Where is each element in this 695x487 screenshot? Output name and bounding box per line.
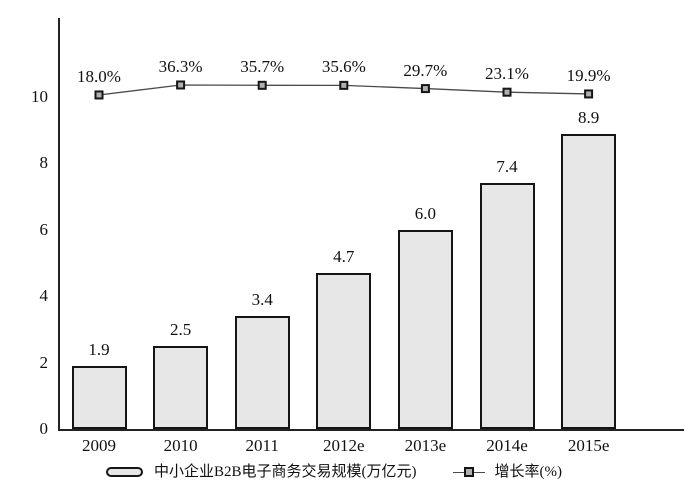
line-value-label: 35.7% bbox=[240, 57, 285, 77]
x-axis bbox=[58, 429, 684, 431]
line-value-label: 29.7% bbox=[403, 60, 448, 80]
growth-marker-icon bbox=[176, 80, 186, 90]
legend: 中小企业B2B电子商务交易规模(万亿元) 增长率(%) bbox=[106, 463, 562, 481]
growth-marker-icon bbox=[339, 80, 349, 90]
x-axis-tick-label: 2015e bbox=[567, 436, 610, 455]
legend-marker-icon bbox=[463, 467, 474, 477]
bar-series-legend-label: 中小企业B2B电子商务交易规模(万亿元) bbox=[154, 464, 417, 480]
line-value-label: 35.6% bbox=[321, 57, 366, 77]
x-axis-tick-label: 2014e bbox=[486, 436, 528, 455]
bar-value-label: 3.4 bbox=[251, 290, 273, 310]
y-axis-tick-label: 0 bbox=[39, 419, 49, 438]
y-axis-tick-label: 6 bbox=[39, 219, 49, 239]
bar-value-label: 1.9 bbox=[88, 339, 110, 359]
x-axis-tick-label: 2009 bbox=[82, 436, 116, 455]
growth-marker-icon bbox=[584, 89, 594, 99]
y-axis bbox=[58, 18, 60, 430]
bar-value-label: 7.4 bbox=[496, 157, 518, 177]
line-series-legend-label: 增长率(%) bbox=[494, 464, 563, 480]
line-series-swatch-icon bbox=[452, 467, 485, 478]
line-value-label: 36.3% bbox=[158, 56, 203, 76]
bar-value-label: 6.0 bbox=[414, 203, 437, 223]
line-value-label: 19.9% bbox=[566, 65, 611, 85]
bar bbox=[71, 365, 127, 429]
line-value-label: 18.0% bbox=[77, 66, 121, 86]
x-axis-tick-label: 2012e bbox=[323, 436, 365, 455]
growth-marker-icon bbox=[420, 84, 430, 94]
y-axis-tick-label: 10 bbox=[31, 87, 48, 106]
bar bbox=[316, 272, 372, 429]
growth-marker-icon bbox=[94, 90, 104, 100]
bar-value-label: 2.5 bbox=[169, 320, 192, 339]
bar bbox=[561, 133, 617, 429]
x-axis-tick-label: 2013e bbox=[404, 436, 447, 455]
y-axis-tick-label: 8 bbox=[39, 153, 49, 173]
line-value-label: 23.1% bbox=[485, 64, 529, 84]
bar bbox=[479, 183, 535, 429]
bar bbox=[397, 229, 453, 429]
bar-series-swatch-icon bbox=[106, 467, 143, 477]
x-axis-tick-label: 2011 bbox=[245, 436, 279, 455]
bar bbox=[153, 346, 209, 429]
y-axis-tick-label: 2 bbox=[39, 352, 49, 372]
bar-value-label: 4.7 bbox=[333, 246, 355, 266]
y-axis-tick-label: 4 bbox=[39, 286, 49, 306]
x-axis-tick-label: 2010 bbox=[163, 436, 198, 455]
growth-marker-icon bbox=[502, 87, 512, 97]
bar-value-label: 8.9 bbox=[577, 107, 600, 127]
bar bbox=[234, 316, 290, 429]
growth-marker-icon bbox=[257, 80, 267, 90]
